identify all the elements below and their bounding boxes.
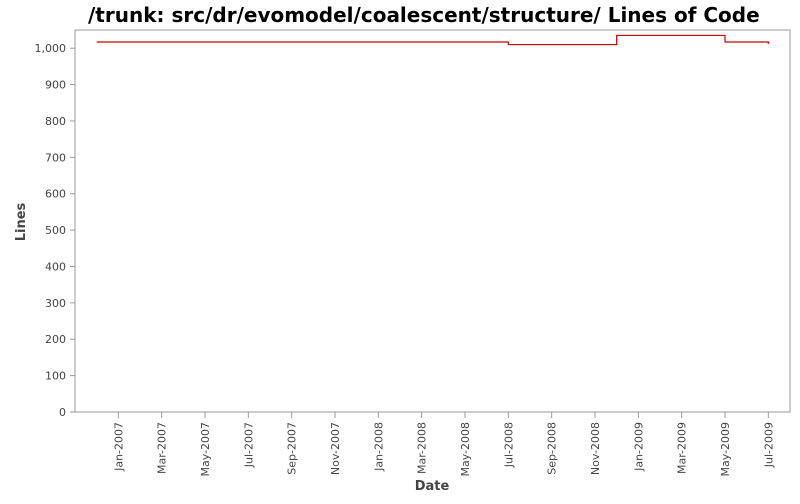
x-tick-label: May-2009: [719, 422, 732, 477]
x-tick-label: Mar-2009: [676, 422, 689, 474]
plot-area: [74, 29, 791, 413]
y-tick-label: 700: [45, 151, 66, 164]
x-axis-title: Date: [415, 479, 450, 494]
x-tick-label: Jul-2008: [502, 422, 515, 468]
x-tick-label: Nov-2007: [329, 422, 342, 475]
y-tick-label: 0: [59, 406, 66, 419]
x-tick-label: Nov-2008: [589, 422, 602, 475]
y-tick-label: 300: [45, 297, 66, 310]
x-tick-label: Jul-2009: [762, 422, 775, 468]
x-tick-label: Sep-2007: [286, 422, 299, 475]
y-axis-title: Lines: [14, 202, 29, 241]
chart-title: /trunk: src/dr/evomodel/coalescent/struc…: [88, 3, 760, 27]
y-tick-label: 800: [45, 115, 66, 128]
x-tick-label: May-2007: [199, 422, 212, 477]
x-tick-label: Sep-2008: [546, 422, 559, 475]
x-tick-label: Jul-2007: [242, 422, 255, 468]
x-tick-label: Mar-2007: [156, 422, 169, 474]
y-tick-label: 400: [45, 260, 66, 273]
y-tick-label: 100: [45, 370, 66, 383]
x-tick-label: Jan-2007: [112, 422, 125, 472]
y-tick-label: 600: [45, 188, 66, 201]
data-line: [96, 34, 769, 46]
x-tick-label: Jan-2008: [372, 422, 385, 472]
y-tick-label: 900: [45, 79, 66, 92]
y-tick-label: 200: [45, 333, 66, 346]
x-tick-label: May-2008: [459, 422, 472, 477]
y-tick-label: 500: [45, 224, 66, 237]
x-tick-label: Jan-2009: [632, 422, 645, 472]
x-tick-label: Mar-2008: [416, 422, 429, 474]
y-tick-label: 1,000: [35, 42, 67, 55]
